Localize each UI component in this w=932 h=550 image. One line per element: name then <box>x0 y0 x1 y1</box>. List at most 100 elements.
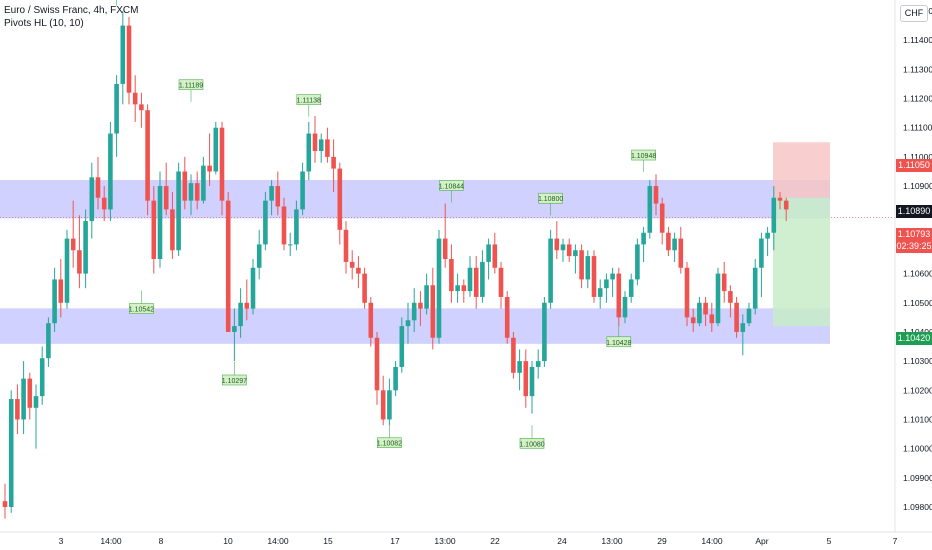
candle-body <box>697 302 702 324</box>
time-axis-label: 5 <box>827 536 832 546</box>
pivot-labels-layer: 1.115181.111891.111381.108441.108001.109… <box>116 0 656 449</box>
candle-body <box>15 399 20 420</box>
time-axis-label: 10 <box>223 536 233 546</box>
candle-body <box>250 267 256 309</box>
candle-body <box>194 183 200 201</box>
pivot-label-box <box>178 79 204 91</box>
candle-body <box>442 238 448 259</box>
candle-body <box>207 165 212 172</box>
time-axis-label: 29 <box>657 536 667 546</box>
candle-body <box>659 203 665 233</box>
pivot-high-label: 1.10800 <box>538 196 563 203</box>
candle-body <box>343 229 349 262</box>
candle-body <box>554 238 560 251</box>
stop-loss-zone <box>773 142 830 198</box>
candle-body <box>232 326 237 332</box>
currency-badge[interactable]: CHF <box>900 5 928 22</box>
candle-body <box>356 267 361 274</box>
candle-body <box>771 197 777 233</box>
price-axis-label: 1.11200 <box>903 94 932 104</box>
candle-body <box>256 244 262 268</box>
position-tool[interactable] <box>773 142 830 327</box>
candle-body <box>573 250 578 257</box>
candle-body <box>690 317 696 324</box>
candle-body <box>46 323 51 359</box>
price-axis-label: 1.11100 <box>903 123 932 133</box>
candle-body <box>740 323 746 332</box>
candle-body <box>238 302 243 327</box>
pivot-label-box <box>519 438 545 449</box>
time-axis-label: 13:00 <box>434 536 456 546</box>
candle-body <box>89 177 95 222</box>
candle-body <box>325 139 330 157</box>
candle-body <box>411 302 417 321</box>
candle-body <box>58 279 64 303</box>
candle-body <box>151 200 157 259</box>
symbol-title[interactable]: Euro / Swiss Franc, 4h, FXCM <box>4 5 139 16</box>
candle-body <box>83 221 88 274</box>
candle-body <box>281 206 287 245</box>
candle-body <box>635 244 640 280</box>
pivot-label-box <box>222 374 247 386</box>
candle-body <box>33 396 39 408</box>
candle-body <box>27 378 33 408</box>
price-axis-label: 1.10000 <box>903 444 932 454</box>
candle-body <box>752 267 758 309</box>
candle-body <box>597 288 603 297</box>
price-axis-label: 1.10600 <box>903 269 932 279</box>
candle-body <box>126 25 132 93</box>
candle-body <box>405 320 411 327</box>
candle-body <box>77 250 82 274</box>
chart-legend: Euro / Swiss Franc, 4h, FXCM Pivots HL (… <box>4 4 138 30</box>
candle-body <box>170 209 175 251</box>
candle-body <box>765 232 770 239</box>
candle-body <box>163 186 169 210</box>
candle-body <box>337 168 343 230</box>
candle-body <box>585 256 591 280</box>
price-axis-label: 1.10400 <box>903 327 932 337</box>
candle-body <box>480 261 485 297</box>
candle-body <box>511 337 516 373</box>
candle-body <box>449 259 454 292</box>
candle-body <box>734 302 739 332</box>
time-axis-label: 14:00 <box>701 536 723 546</box>
pivot-label-box <box>606 336 632 348</box>
candle-body <box>362 273 367 303</box>
candle-body <box>616 273 622 318</box>
candle-body <box>678 238 684 268</box>
pivot-high-label: 1.10948 <box>631 153 656 160</box>
pivot-label-box <box>377 437 402 449</box>
candle-body <box>728 291 733 303</box>
candle-body <box>108 133 113 210</box>
candle-body <box>523 361 529 397</box>
candle-body <box>622 296 628 318</box>
pivot-low-label: 1.10297 <box>222 378 247 385</box>
candle-body <box>145 110 150 201</box>
candle-body <box>368 302 374 338</box>
candle-body <box>2 501 8 507</box>
candle-body <box>8 399 14 507</box>
candle-body <box>182 171 188 201</box>
time-axis-label: 17 <box>390 536 400 546</box>
pivot-high-label: 1.11138 <box>297 98 321 105</box>
candle-body <box>517 361 522 373</box>
candle-body <box>120 25 126 84</box>
candle-body <box>201 165 206 201</box>
indicator-label[interactable]: Pivots HL (10, 10) <box>4 18 84 29</box>
candle-body <box>504 296 510 338</box>
candle-body <box>783 200 789 210</box>
candle-body <box>498 267 504 297</box>
candle-body <box>294 209 299 245</box>
candle-body <box>666 232 671 251</box>
candle-body <box>225 200 231 332</box>
candle-body <box>349 261 355 268</box>
price-axis-label: 1.09800 <box>903 502 932 512</box>
candle-body <box>604 279 609 289</box>
candle-body <box>467 267 473 292</box>
candle-body <box>132 92 138 105</box>
take-profit-zone <box>773 197 830 327</box>
pivot-label-box <box>631 149 656 161</box>
time-axis-label: Apr <box>755 536 768 546</box>
candle-body <box>777 197 783 201</box>
